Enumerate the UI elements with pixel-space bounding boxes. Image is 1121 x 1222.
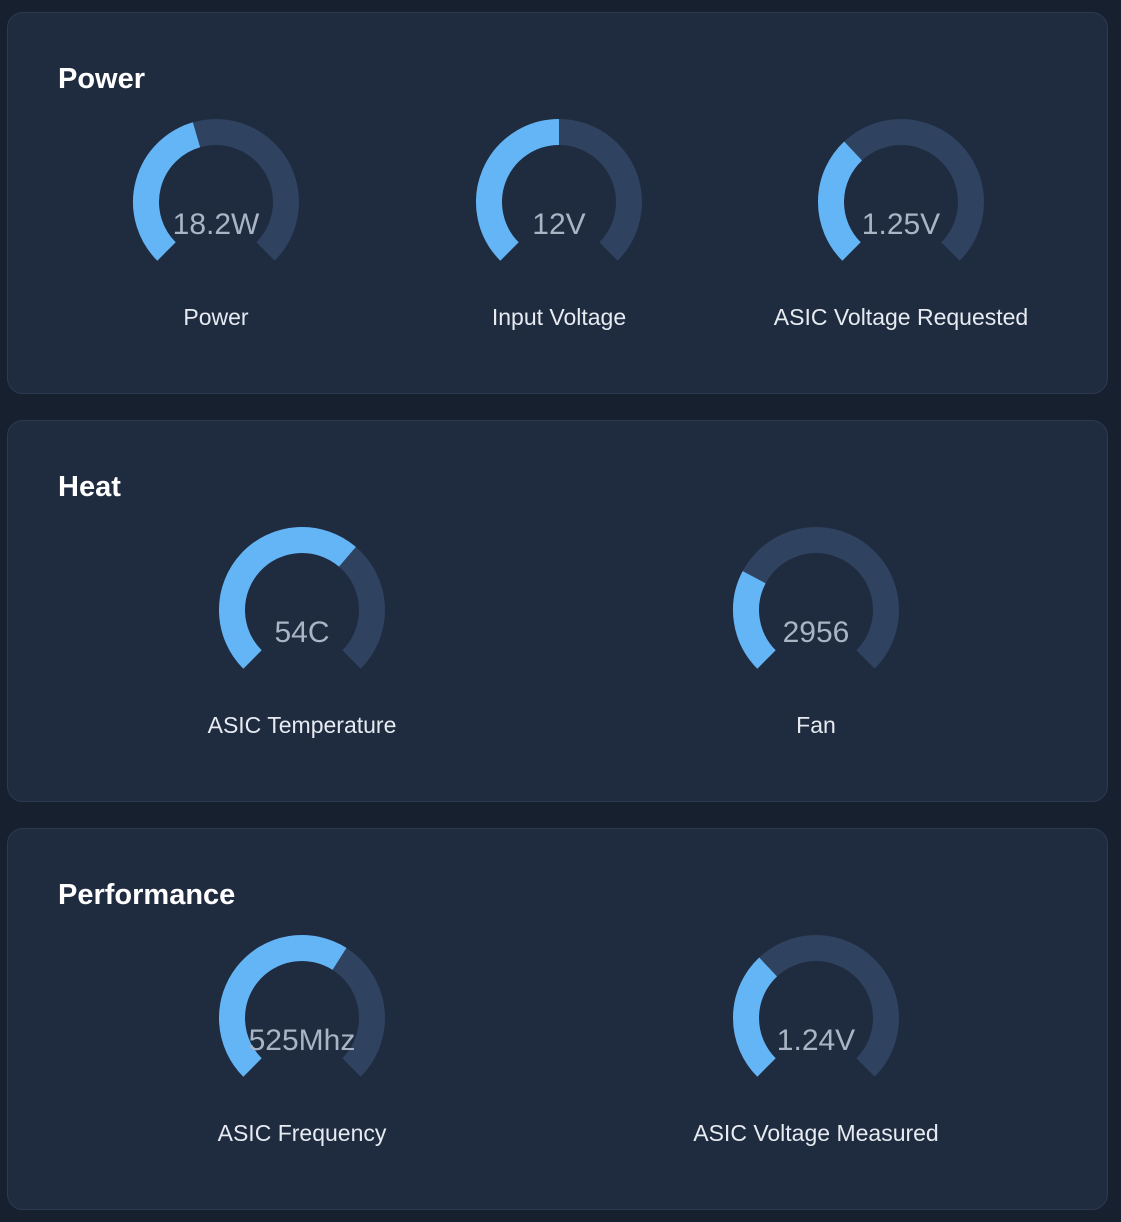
panel-title: Power — [58, 63, 146, 95]
gauge-fill — [818, 141, 863, 261]
heat-panel: Heat 54C ASIC Temperature 2956 Fan — [7, 420, 1108, 802]
gauge-fill — [733, 957, 778, 1077]
gauge-fill — [219, 935, 347, 1077]
gauge-ring — [476, 119, 642, 261]
gauge-fill — [476, 119, 560, 261]
panel-title: Performance — [58, 879, 236, 911]
gauge-value: 12V — [532, 208, 586, 241]
asic-frequency-gauge: 525Mhz ASIC Frequency — [132, 935, 472, 1155]
asic-voltage-requested-gauge: 1.25V ASIC Voltage Requested — [731, 119, 1071, 339]
gauge-ring — [733, 935, 899, 1077]
gauge-label: ASIC Voltage Measured — [693, 1120, 939, 1146]
gauge-fill — [133, 122, 201, 261]
gauge-label: ASIC Voltage Requested — [773, 304, 1029, 330]
gauge-ring — [733, 527, 899, 669]
gauge-label: Power — [183, 304, 249, 330]
gauge-ring — [218, 526, 385, 669]
gauge-label: Input Voltage — [491, 304, 627, 330]
gauge-ring — [219, 935, 385, 1077]
gauge-value: 54C — [274, 616, 330, 649]
gauge-fill — [733, 571, 777, 669]
gauge-ring — [133, 119, 299, 261]
fan-gauge: 2956 Fan — [646, 527, 986, 747]
gauge-value: 1.25V — [861, 208, 941, 241]
gauge-value: 525Mhz — [248, 1024, 356, 1057]
power-gauge: 18.2W Power — [46, 119, 386, 339]
panel-title: Heat — [58, 471, 121, 503]
performance-panel: Performance 525Mhz ASIC Frequency 1.24V … — [7, 828, 1108, 1210]
input-voltage-gauge: 12V Input Voltage — [389, 119, 729, 339]
gauge-ring — [818, 119, 984, 261]
gauge-value: 1.24V — [776, 1024, 856, 1057]
power-panel: Power 18.2W Power 12V Input Voltage 1.25… — [7, 12, 1108, 394]
gauge-fill — [218, 526, 356, 669]
gauge-value: 2956 — [782, 616, 850, 649]
gauge-label: ASIC Frequency — [217, 1120, 387, 1146]
asic-temperature-gauge: 54C ASIC Temperature — [132, 526, 472, 747]
gauge-label: Fan — [796, 712, 836, 738]
gauge-value: 18.2W — [172, 208, 260, 241]
asic-voltage-measured-gauge: 1.24V ASIC Voltage Measured — [646, 935, 986, 1155]
gauge-label: ASIC Temperature — [207, 712, 397, 738]
